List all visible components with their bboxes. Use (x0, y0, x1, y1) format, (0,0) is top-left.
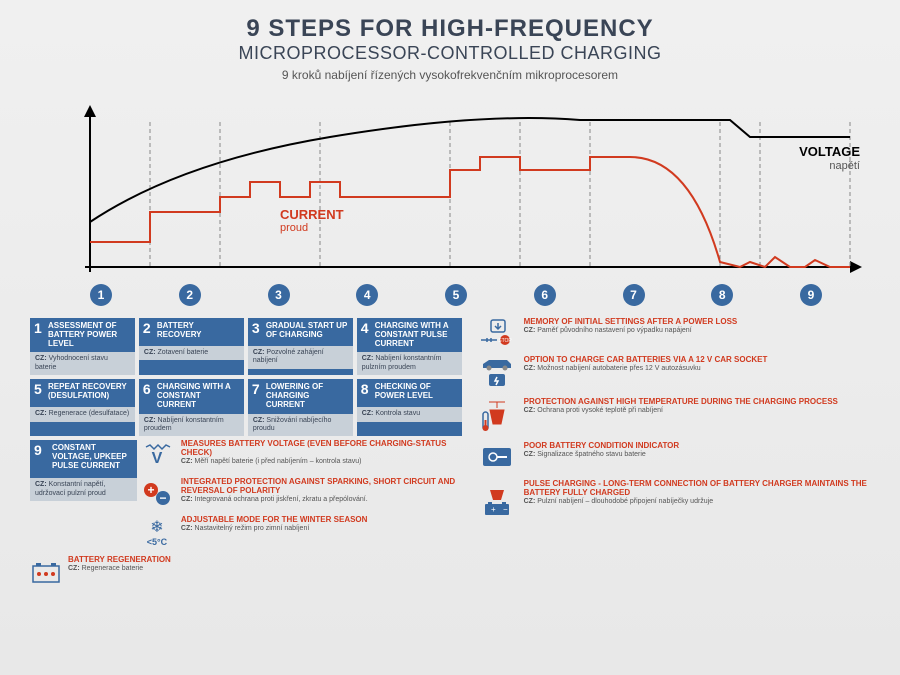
current-label: CURRENT (280, 207, 344, 222)
right-column: STOP MEMORY OF INITIAL SETTINGS AFTER A … (478, 318, 870, 588)
left-column: 1ASSESSMENT OF BATTERY POWER LEVEL CZ: V… (30, 318, 462, 588)
left-feature-title-2: ADJUSTABLE MODE FOR THE WINTER SEASON (181, 516, 462, 525)
left-feature-icon-0: V (141, 440, 173, 472)
left-feature-icon-1: +− (141, 478, 173, 510)
step-card-9: 9CONSTANT VOLTAGE, UPKEEP PULSE CURRENT … (30, 440, 137, 548)
battery-regen-cz: Regenerace baterie (82, 565, 144, 572)
svg-text:V: V (152, 450, 163, 467)
voltage-label: VOLTAGE (799, 144, 860, 159)
features-left: V MEASURES BATTERY VOLTAGE (EVEN BEFORE … (141, 440, 462, 548)
step-dividers (150, 122, 850, 267)
step-card-4: 4CHARGING WITH A CONSTANT PULSE CURRENT … (357, 318, 462, 375)
right-feature-title-4: PULSE CHARGING - LONG-TERM CONNECTION OF… (524, 480, 870, 498)
cards-row-2: 5REPEAT RECOVERY (DESULFATION) CZ: Regen… (30, 379, 462, 436)
step-card-7: 7LOWERING OF CHARGING CURRENT CZ: Snižov… (248, 379, 353, 436)
current-curve (90, 157, 850, 267)
step-card-6: 6CHARGING WITH A CONSTANT CURRENT CZ: Na… (139, 379, 244, 436)
content-area: 1ASSESSMENT OF BATTERY POWER LEVEL CZ: V… (30, 318, 870, 588)
svg-text:STOP: STOP (498, 338, 512, 344)
step-card-2: 2BATTERY RECOVERY CZ: Zotavení baterie (139, 318, 244, 375)
voltage-label-cz: napětí (829, 160, 860, 172)
left-feature-1: +− INTEGRATED PROTECTION AGAINST SPARKIN… (141, 478, 462, 510)
cards-row-1: 1ASSESSMENT OF BATTERY POWER LEVEL CZ: V… (30, 318, 462, 375)
title-main: 9 STEPS FOR HIGH-FREQUENCY (30, 15, 870, 43)
cz-label: CZ: (68, 565, 80, 572)
right-feature-title-2: PROTECTION AGAINST HIGH TEMPERATURE DURI… (524, 398, 870, 407)
right-feature-title-0: MEMORY OF INITIAL SETTINGS AFTER A POWER… (524, 318, 870, 327)
left-feature-icon-2: ❄<5°C (141, 516, 173, 548)
right-feature-0: STOP MEMORY OF INITIAL SETTINGS AFTER A … (478, 318, 870, 346)
right-feature-icon-3 (478, 442, 516, 470)
step-card-1: 1ASSESSMENT OF BATTERY POWER LEVEL CZ: V… (30, 318, 135, 375)
left-feature-title-0: MEASURES BATTERY VOLTAGE (EVEN BEFORE CH… (181, 440, 462, 458)
left-feature-title-1: INTEGRATED PROTECTION AGAINST SPARKING, … (181, 478, 462, 496)
svg-text:+: + (147, 483, 154, 497)
chart-svg (30, 92, 870, 292)
left-feature-2: ❄<5°C ADJUSTABLE MODE FOR THE WINTER SEA… (141, 516, 462, 548)
battery-regeneration: BATTERY REGENERATION CZ: Regenerace bate… (30, 556, 462, 588)
right-feature-2: PROTECTION AGAINST HIGH TEMPERATURE DURI… (478, 398, 870, 432)
title-sub: MICROPROCESSOR-CONTROLLED CHARGING (30, 43, 870, 64)
right-features: STOP MEMORY OF INITIAL SETTINGS AFTER A … (478, 318, 870, 516)
right-feature-icon-0: STOP (478, 318, 516, 346)
step-card-3: 3GRADUAL START UP OF CHARGING CZ: Pozvol… (248, 318, 353, 375)
right-feature-4: +− PULSE CHARGING - LONG-TERM CONNECTION… (478, 480, 870, 516)
right-feature-1: OPTION TO CHARGE CAR BATTERIES VIA A 12 … (478, 356, 870, 388)
chart-area: VOLTAGE napětí CURRENT proud (30, 92, 870, 292)
left-feature-0: V MEASURES BATTERY VOLTAGE (EVEN BEFORE … (141, 440, 462, 472)
current-label-cz: proud (280, 222, 308, 234)
step-card-5: 5REPEAT RECOVERY (DESULFATION) CZ: Regen… (30, 379, 135, 436)
battery-regen-title: BATTERY REGENERATION (68, 556, 462, 565)
right-feature-title-3: POOR BATTERY CONDITION INDICATOR (524, 442, 870, 451)
step-card-8: 8CHECKING OF POWER LEVEL CZ: Kontrola st… (357, 379, 462, 436)
title-cz: 9 kroků nabíjení řízených vysokofrekvenč… (30, 68, 870, 82)
right-feature-3: POOR BATTERY CONDITION INDICATOR CZ: Sig… (478, 442, 870, 470)
cards-row-3: 9CONSTANT VOLTAGE, UPKEEP PULSE CURRENT … (30, 440, 462, 548)
step-card-9-inner: 9CONSTANT VOLTAGE, UPKEEP PULSE CURRENT … (30, 440, 137, 501)
battery-icon (30, 556, 62, 588)
svg-text:+: + (491, 505, 496, 514)
right-feature-icon-4: +− (478, 480, 516, 516)
right-feature-title-1: OPTION TO CHARGE CAR BATTERIES VIA A 12 … (524, 356, 870, 365)
right-feature-icon-2 (478, 398, 516, 432)
svg-text:−: − (159, 491, 166, 505)
right-feature-icon-1 (478, 356, 516, 388)
svg-text:−: − (503, 505, 508, 514)
